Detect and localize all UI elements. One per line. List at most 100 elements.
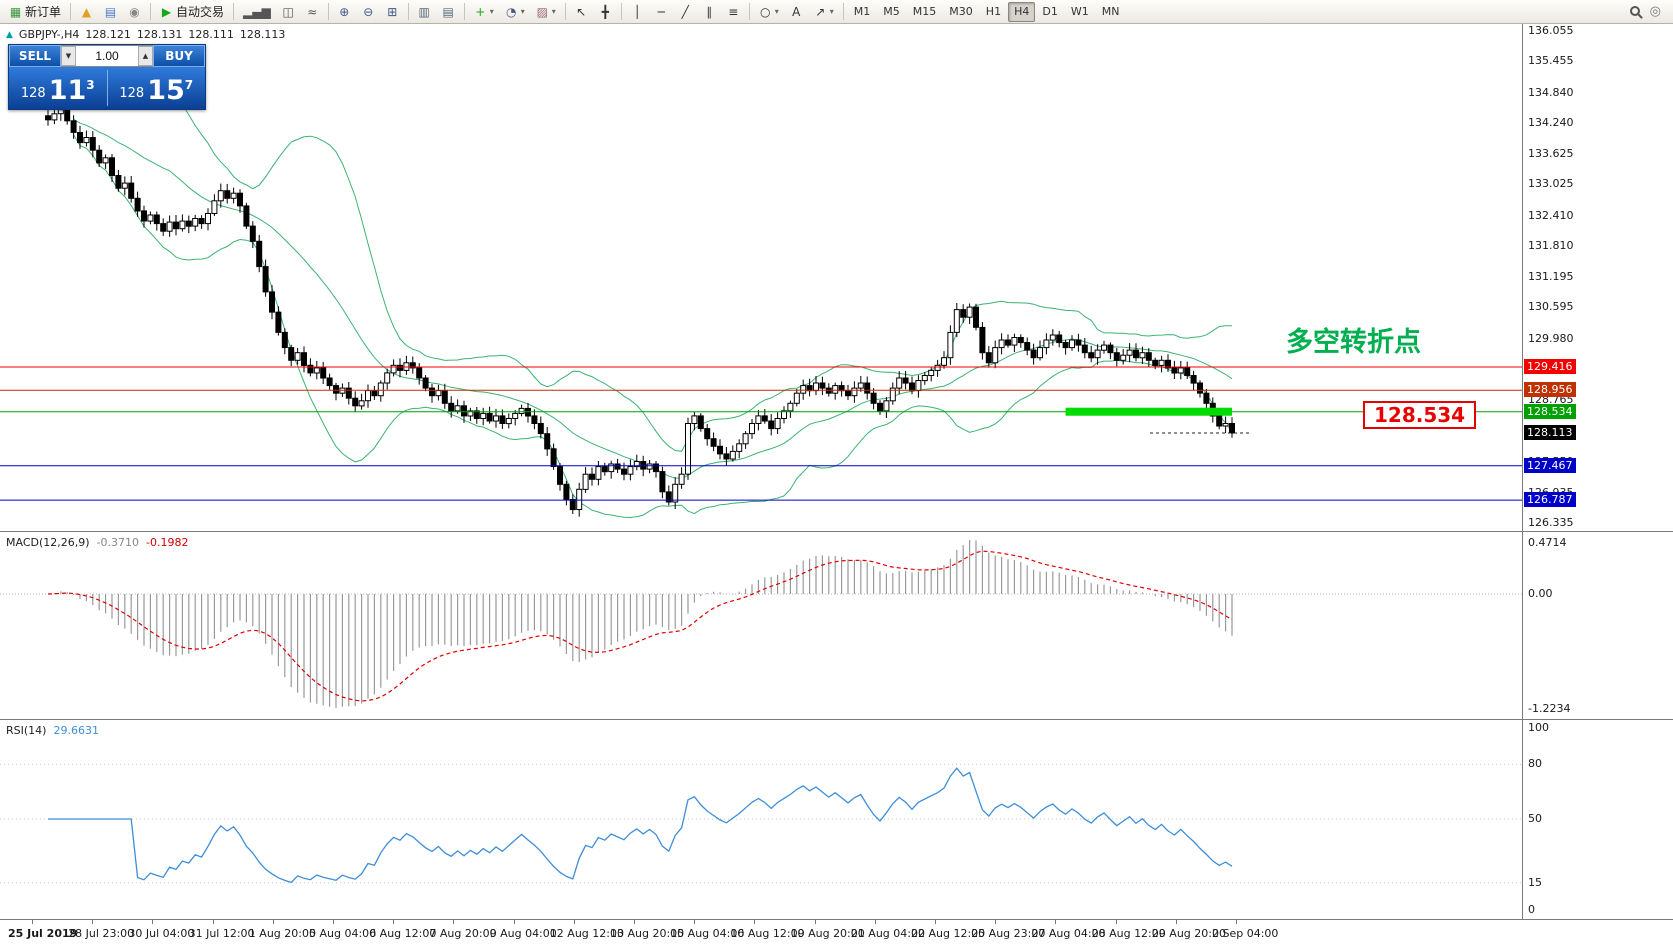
timeframe-d1-button-label: D1: [1042, 5, 1058, 18]
autotrading-button[interactable]: ▶ 自动交易: [155, 2, 229, 22]
channel-button[interactable]: ∥: [698, 2, 721, 22]
timeframe-m30-button-label: M30: [949, 5, 973, 18]
horizontal-line-icon: ─: [657, 4, 665, 19]
price-axis-label: 129.980: [1528, 331, 1574, 345]
vertical-line-button[interactable]: │: [626, 2, 649, 22]
time-axis-tick: [814, 920, 816, 924]
shapes-button[interactable]: ○ ▾: [754, 2, 784, 22]
trendline-button[interactable]: ╱: [674, 2, 697, 22]
arrange-vertical-button[interactable]: ▤: [437, 2, 460, 22]
chart-quote-line: ▲ GBPJPY-,H4 128.121 128.131 128.111 128…: [6, 28, 285, 41]
timeframe-m30-button[interactable]: M30: [943, 2, 979, 22]
toolbar-separator: [463, 3, 465, 20]
arrange-horizontal-button[interactable]: ▥: [413, 2, 436, 22]
candlestick-chart-button[interactable]: ◫: [277, 2, 300, 22]
text-button[interactable]: A: [785, 2, 808, 22]
shapes-icon: ○: [760, 4, 771, 19]
history-center-button[interactable]: ◉: [123, 2, 146, 22]
line-chart-button[interactable]: ≈: [301, 2, 324, 22]
candlestick-plot[interactable]: [0, 24, 1522, 532]
macd-axis[interactable]: 0.4714 0.00 -1.2234: [1522, 532, 1673, 720]
volume-decrease-button[interactable]: ▼: [61, 46, 76, 66]
buy-price-prefix: 128: [119, 86, 145, 101]
sell-button[interactable]: SELL: [9, 45, 61, 67]
timeframe-m5-button[interactable]: M5: [877, 2, 906, 22]
fibonacci-button[interactable]: ≡: [722, 2, 745, 22]
rsi-axis-label: 50: [1528, 812, 1542, 825]
arrange-vertical-icon: ▤: [442, 4, 454, 19]
time-axis-label: 25 Aug 23:00: [971, 927, 1046, 940]
time-axis-tick: [1236, 920, 1237, 924]
dropdown-arrow-icon: ▾: [829, 7, 834, 16]
sell-price-sup: 3: [86, 78, 95, 92]
zoom-in-button[interactable]: ⊕: [333, 2, 356, 22]
market-watch-button[interactable]: ▤: [99, 2, 122, 22]
fibonacci-icon: ≡: [728, 4, 739, 19]
community-button[interactable]: ◎: [1650, 4, 1661, 19]
timeframe-m1-button[interactable]: M1: [848, 2, 877, 22]
price-tag: 128.534: [1524, 403, 1576, 419]
timeframe-h1-button[interactable]: H1: [980, 2, 1007, 22]
rsi-panel[interactable]: RSI(14) 29.6631: [0, 720, 1522, 920]
tile-windows-button[interactable]: ⊞: [381, 2, 404, 22]
arrow-tool-button[interactable]: ↗ ▾: [809, 2, 839, 22]
helmet-button[interactable]: ▲: [75, 2, 98, 22]
buy-price-button[interactable]: 128 15 7: [108, 67, 206, 109]
volume-input[interactable]: [76, 46, 138, 66]
new-order-button[interactable]: ▦ 新订单: [4, 2, 66, 22]
time-axis-tick: [935, 920, 936, 924]
timeframe-w1-button[interactable]: W1: [1065, 2, 1095, 22]
new-order-button-label: 新订单: [25, 5, 62, 19]
arrange-horizontal-icon: ▥: [418, 4, 430, 19]
main-chart[interactable]: ▲ GBPJPY-,H4 128.121 128.131 128.111 128…: [0, 24, 1522, 532]
price-level-annotation[interactable]: 128.534: [1363, 401, 1477, 429]
time-axis-label: 5 Aug 04:00: [309, 927, 377, 940]
dropdown-arrow-icon: ▾: [520, 7, 525, 16]
search-button[interactable]: [1629, 5, 1640, 19]
cursor-button[interactable]: ↖: [570, 2, 593, 22]
quote-high: 128.131: [136, 28, 183, 41]
arrow-tool-icon: ↗: [815, 4, 826, 19]
dropdown-arrow-icon: ▾: [551, 7, 556, 16]
macd-axis-label: 0.4714: [1528, 536, 1567, 549]
time-axis-label: 28 Aug 12:00: [1091, 927, 1166, 940]
sell-price-button[interactable]: 128 11 3: [9, 67, 107, 109]
macd-plot[interactable]: [0, 532, 1522, 720]
rsi-axis-label: 80: [1528, 757, 1542, 771]
rsi-plot[interactable]: [0, 720, 1522, 920]
time-axis-tick: [92, 920, 94, 924]
turning-point-annotation[interactable]: 多空转折点: [1286, 327, 1421, 358]
timeframe-m15-button-label: M15: [912, 5, 937, 18]
timeframe-d1-button[interactable]: D1: [1036, 2, 1063, 22]
timeframe-h4-button[interactable]: H4: [1008, 1, 1036, 22]
rsi-axis[interactable]: 100 80 50 15 0: [1522, 720, 1673, 920]
price-axis[interactable]: 136.055 135.455 134.840 134.240 133.625 133.0…: [1522, 24, 1673, 532]
time-axis-label: 31 Jul 12:00: [188, 927, 255, 940]
time-axis-tick: [333, 920, 334, 924]
zoom-out-button[interactable]: ⊖: [357, 2, 380, 22]
timeframe-m15-button[interactable]: M15: [907, 2, 943, 22]
templates-button[interactable]: ▨ ▾: [531, 2, 561, 22]
crosshair-button[interactable]: ╋: [594, 2, 617, 22]
timeframe-mn-button[interactable]: MN: [1096, 2, 1126, 22]
sell-price-prefix: 128: [20, 86, 46, 101]
time-axis-label: 6 Aug 12:00: [369, 927, 437, 940]
periods-button[interactable]: ◔ ▾: [500, 2, 530, 22]
bar-chart-button[interactable]: ▂▄▆: [238, 2, 276, 22]
price-axis-label: 130.595: [1528, 300, 1574, 314]
buy-button[interactable]: BUY: [153, 45, 205, 67]
time-axis-label: 9 Aug 04:00: [489, 927, 557, 940]
timeframe-w1-button-label: W1: [1070, 5, 1089, 18]
volume-increase-button[interactable]: ▲: [138, 46, 153, 66]
zoom-out-icon: ⊖: [363, 4, 374, 19]
indicators-add-icon: +: [475, 4, 486, 19]
macd-panel[interactable]: MACD(12,26,9) -0.3710 -0.1982: [0, 532, 1522, 720]
price-tag: 129.416: [1524, 359, 1576, 375]
time-axis-label: 2 Sep 04:00: [1212, 927, 1279, 940]
toolbar-separator: [233, 3, 235, 20]
time-axis[interactable]: 25 Jul 2019 28 Jul 23:00 30 Jul 04:00 31 Ju…: [0, 920, 1673, 946]
horizontal-line-button[interactable]: ─: [650, 2, 673, 22]
indicators-button[interactable]: + ▾: [469, 2, 499, 22]
macd-label: MACD(12,26,9) -0.3710 -0.1982: [6, 536, 189, 549]
